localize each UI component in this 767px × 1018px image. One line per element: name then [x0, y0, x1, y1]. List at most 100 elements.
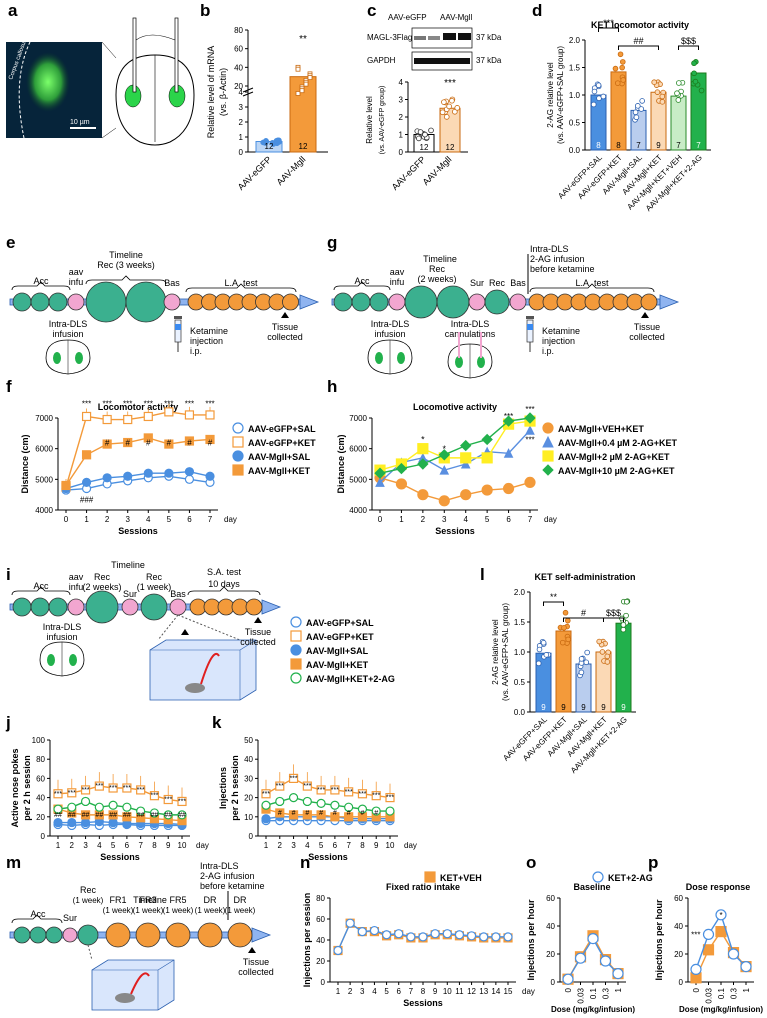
series-line	[265, 808, 390, 818]
data-point	[481, 433, 493, 446]
significance: #	[360, 810, 364, 817]
data-point	[143, 468, 153, 478]
y-tick-label: 20	[244, 794, 253, 803]
panel-l-letter: l	[480, 565, 485, 584]
significance: #	[347, 810, 351, 817]
data-dot	[578, 656, 585, 662]
chart-title: Locomotive activity	[413, 402, 497, 412]
baseline-node	[509, 293, 527, 311]
legend-label: AAV-eGFP+SAL	[306, 618, 374, 628]
data-point	[81, 411, 92, 422]
data-point	[53, 789, 63, 799]
y-tick-label: 5000	[349, 475, 367, 484]
timeline-node	[77, 924, 99, 946]
y-tick-label: 40	[36, 794, 45, 803]
data-point	[288, 792, 299, 803]
marker-triangle	[281, 312, 289, 318]
legend-marker	[542, 435, 554, 448]
y-tick-label: 0	[399, 148, 404, 157]
x-tick-label: 1	[56, 841, 61, 850]
legend-label: AAV-Mgll+2 µM 2-AG+KET	[558, 452, 670, 462]
n-label: 9	[656, 141, 661, 150]
y-axis-label: (vs. AAV-eGFP+SAL group)	[501, 603, 510, 701]
phase-label: Timeline	[423, 254, 457, 264]
x-tick-label: 2	[348, 987, 353, 996]
data-point	[715, 909, 727, 921]
data-point	[385, 792, 395, 803]
legend-label: KET+VEH	[440, 873, 482, 883]
panel-b-letter: b	[200, 1, 210, 20]
data-dot	[617, 51, 624, 58]
y-tick-label: 40	[316, 936, 325, 945]
phase-label: Tissue	[272, 322, 298, 332]
panel-p-chart: 0 20 40 60 0 0.03 0.1 0.3 1 Dose response Dose (mg…	[654, 882, 763, 1014]
data-point	[418, 932, 428, 942]
injection-site	[375, 352, 383, 364]
phase-label: Intra-DLS	[49, 319, 88, 329]
significance: ***	[95, 783, 103, 790]
phase-label: S.A. test	[207, 567, 242, 577]
syringe-plunger	[174, 316, 182, 319]
data-point	[344, 812, 354, 822]
y-tick-label: 4000	[349, 506, 367, 515]
data-point	[94, 781, 104, 791]
data-dot	[639, 98, 645, 104]
data-point	[438, 495, 450, 507]
data-dot	[600, 93, 607, 100]
data-dot	[578, 669, 585, 676]
x-tick-label: 0	[692, 987, 701, 992]
significance: ***	[178, 798, 186, 805]
legend-label: AAV-Mgll+10 µM 2-AG+KET	[558, 466, 675, 476]
timeline-node	[13, 926, 31, 944]
data-point	[122, 802, 132, 812]
data-dot	[604, 653, 611, 660]
y-tick-label: 50	[244, 736, 253, 745]
data-dot	[619, 59, 626, 65]
legend-label: AAV-Mgll+0.4 µM 2-AG+KET	[558, 438, 678, 448]
x-unit-label: day	[404, 841, 417, 850]
y-tick-label: 1	[399, 131, 404, 140]
legend-label: AAV-Mgll+SAL	[306, 646, 369, 656]
data-point	[67, 802, 77, 812]
y-tick-label: 0	[249, 832, 254, 841]
test-node	[626, 293, 644, 311]
data-point	[143, 433, 153, 443]
timeline-node	[12, 292, 32, 312]
y-tick-label: 40	[244, 755, 253, 764]
y-tick-label: 0	[551, 978, 556, 987]
data-dot	[659, 99, 666, 105]
x-unit-label: day	[544, 515, 557, 524]
x-tick-label: 9	[374, 841, 379, 850]
data-dot	[439, 109, 446, 116]
cannula	[480, 332, 482, 358]
x-tick-label: 0	[378, 515, 383, 524]
x-tick-label: 8	[360, 841, 365, 850]
test-node	[584, 293, 602, 311]
marker-triangle	[181, 629, 189, 635]
phase-label: Acc	[30, 909, 46, 919]
series-line	[58, 820, 183, 826]
y-axis-label: (vs. AAV-eGFP+SAL group)	[556, 46, 565, 144]
x-tick-label: AAV-eGFP	[236, 154, 274, 192]
x-tick-label: 3	[83, 841, 88, 850]
timeline-node	[404, 285, 438, 319]
data-dot	[449, 97, 455, 104]
panel-e-letter: e	[6, 233, 15, 252]
y-tick-label: 10	[244, 813, 253, 822]
significance: ##	[54, 812, 62, 819]
data-point	[149, 791, 160, 801]
data-point	[177, 810, 187, 820]
significance: #	[208, 439, 213, 448]
brain-icon-i	[39, 641, 85, 677]
data-point	[123, 414, 133, 425]
sig-bracket	[603, 617, 624, 622]
phase-label: Rec (3 weeks)	[97, 260, 155, 270]
data-dot	[674, 90, 680, 97]
significance: ***	[164, 797, 172, 804]
x-tick-label: 6	[396, 987, 401, 996]
data-dot	[691, 60, 697, 67]
data-point	[417, 443, 429, 455]
test-node	[570, 293, 588, 311]
